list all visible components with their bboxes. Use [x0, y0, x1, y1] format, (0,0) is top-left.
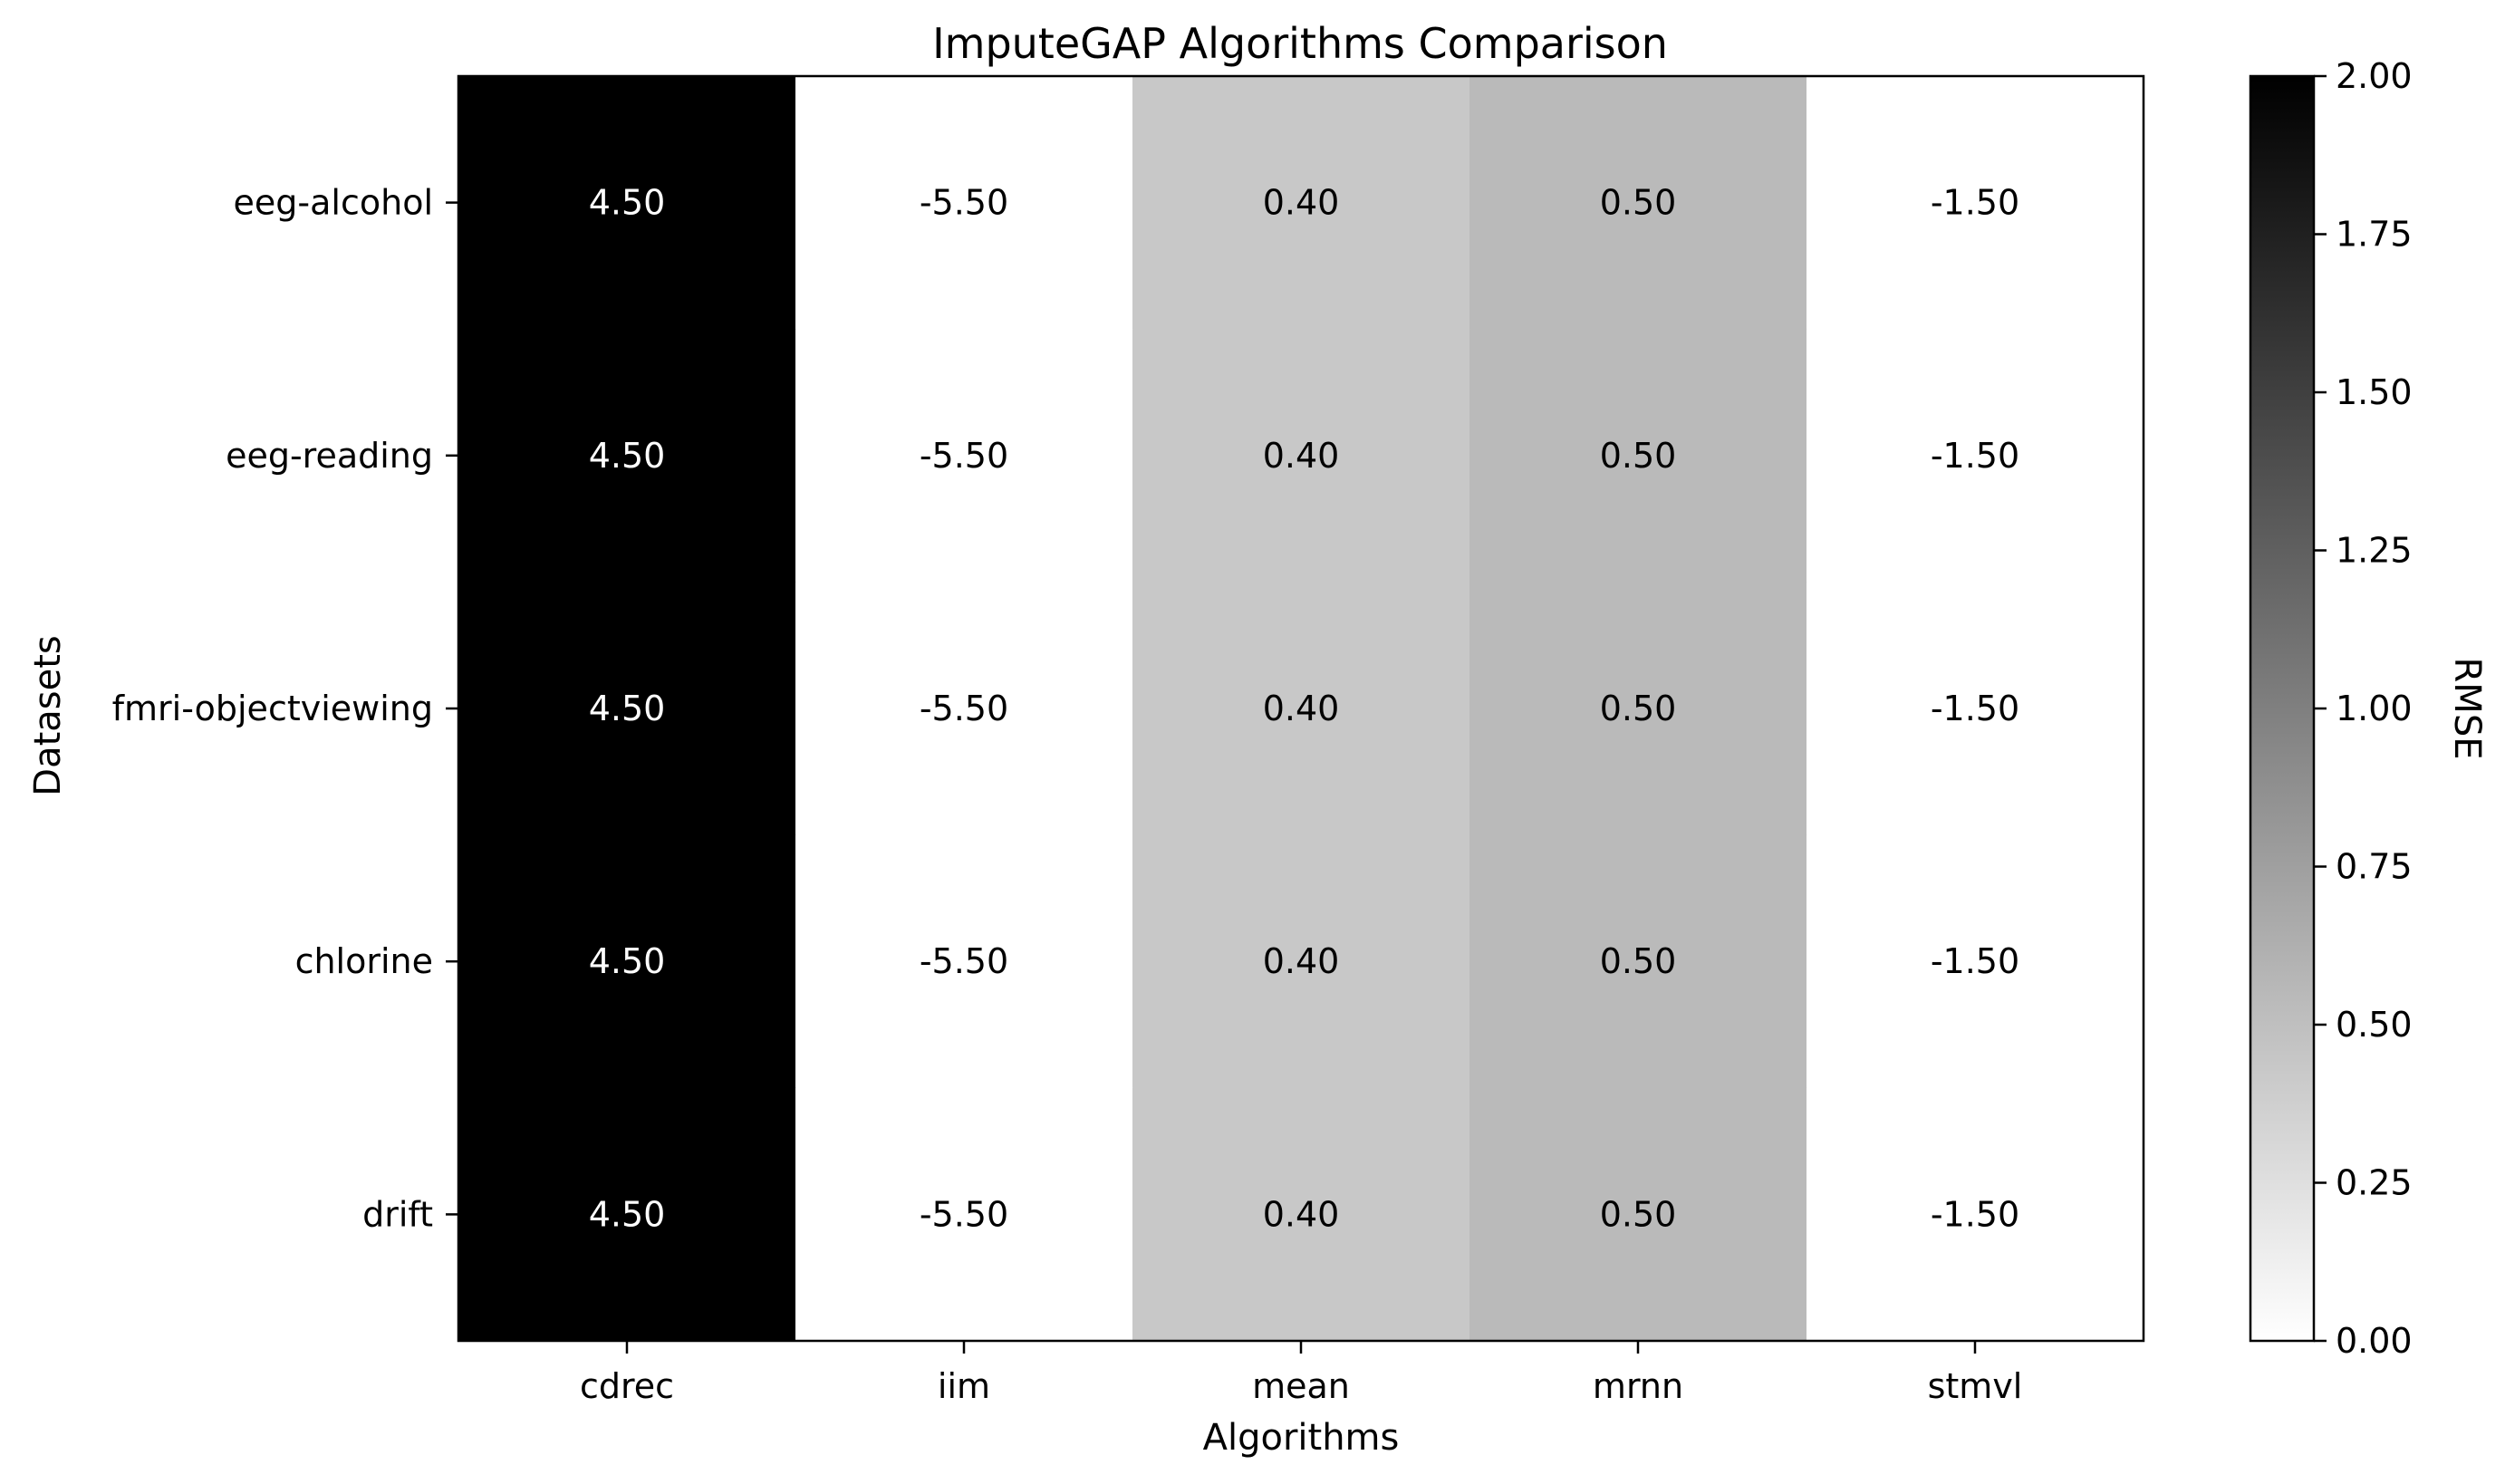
- x-tick-label: mean: [1252, 1366, 1350, 1406]
- x-tick-label: iim: [938, 1366, 990, 1406]
- heatmap-cell-value: -5.50: [920, 689, 1008, 728]
- heatmap-cell-value: -5.50: [920, 1194, 1008, 1234]
- colorbar-ticks: 0.00 0.25 0.50 0.75 1.00 1.25 1.50 1.75 2.00: [2314, 56, 2413, 1361]
- colorbar-tick-label: 1.75: [2336, 215, 2413, 255]
- colorbar-tick-label: 0.50: [2336, 1005, 2413, 1045]
- heatmap-cell: [795, 329, 1133, 583]
- heatmap-cell-value: 0.50: [1600, 689, 1677, 728]
- heatmap-cell: [795, 1087, 1133, 1342]
- heatmap-cell-value: 0.40: [1263, 689, 1340, 728]
- heatmap-cell-value: 4.50: [589, 689, 666, 728]
- colorbar: [2249, 74, 2316, 1343]
- heatmap-cell: [1806, 1087, 2144, 1342]
- heatmap-cell-value: 0.50: [1600, 183, 1677, 223]
- heatmap-cell-value: -1.50: [1931, 941, 2019, 981]
- colorbar-tick-label: 0.25: [2336, 1163, 2413, 1203]
- y-tick-label: drift: [362, 1194, 433, 1234]
- y-tick-label: eeg-reading: [226, 436, 433, 476]
- colorbar-tick-label: 1.25: [2336, 531, 2413, 571]
- heatmap-cell: [1469, 834, 1807, 1089]
- heatmap-cell-value: -1.50: [1931, 1194, 2019, 1234]
- heatmap-cell-value: 0.50: [1600, 1194, 1677, 1234]
- heatmap-cell-value: 0.50: [1600, 941, 1677, 981]
- heatmap-cell-value: 0.50: [1600, 436, 1677, 476]
- heatmap-cell: [1469, 582, 1807, 836]
- heatmap-cell-labels: 4.50 -5.50 0.40 0.50 -1.50 4.50 -5.50 0.40 0.50 -…: [589, 183, 2019, 1235]
- heatmap-cell-value: 4.50: [589, 941, 666, 981]
- heatmap-cell-value: 4.50: [589, 1194, 666, 1234]
- y-tick-label: eeg-alcohol: [234, 183, 433, 223]
- y-tick-label: fmri-objectviewing: [112, 689, 433, 728]
- heatmap-cell-value: -5.50: [920, 436, 1008, 476]
- heatmap-cell-value: 4.50: [589, 183, 666, 223]
- heatmap-cell-value: -1.50: [1931, 689, 2019, 728]
- heatmap-cells: [458, 76, 2144, 1342]
- x-axis-label: Algorithms: [1203, 1417, 1400, 1459]
- x-tick-label: cdrec: [580, 1366, 674, 1406]
- heatmap-cell: [1469, 329, 1807, 583]
- heatmap-cell: [1469, 1087, 1807, 1342]
- heatmap-cell: [1806, 329, 2144, 583]
- heatmap-cell: [795, 834, 1133, 1089]
- heatmap-cell: [458, 1087, 796, 1342]
- colorbar-tick-label: 1.00: [2336, 689, 2413, 728]
- heatmap-cell: [795, 582, 1133, 836]
- heatmap-cell: [1132, 1087, 1470, 1342]
- y-tick-label: chlorine: [295, 941, 433, 981]
- heatmap-cell-value: 4.50: [589, 436, 666, 476]
- heatmap-cell-value: -1.50: [1931, 183, 2019, 223]
- heatmap-cell: [458, 76, 796, 330]
- heatmap-cell-value: 0.40: [1263, 1194, 1340, 1234]
- heatmap-cell: [1469, 76, 1807, 330]
- heatmap-cell: [1806, 834, 2144, 1089]
- heatmap-cell: [1132, 582, 1470, 836]
- heatmap-cell-value: 0.40: [1263, 436, 1340, 476]
- heatmap-cell: [458, 582, 796, 836]
- colorbar-tick-label: 2.00: [2336, 56, 2413, 96]
- colorbar-tick-label: 0.75: [2336, 847, 2413, 887]
- colorbar-tick-label: 0.00: [2336, 1321, 2413, 1361]
- heatmap-cell: [1132, 76, 1470, 330]
- heatmap-cell: [1806, 582, 2144, 836]
- y-axis-label: Datasets: [27, 635, 69, 795]
- heatmap-cell-value: -5.50: [920, 183, 1008, 223]
- y-axis-ticks: eeg-alcohol eeg-reading fmri-objectviewing…: [112, 183, 458, 1234]
- heatmap-cell: [458, 329, 796, 583]
- x-tick-label: stmvl: [1928, 1366, 2023, 1406]
- colorbar-tick-label: 1.50: [2336, 372, 2413, 412]
- heatmap-cell-value: -1.50: [1931, 436, 2019, 476]
- heatmap-cell-value: 0.40: [1263, 183, 1340, 223]
- heatmap-cell-value: -5.50: [920, 941, 1008, 981]
- x-tick-label: mrnn: [1593, 1366, 1683, 1406]
- heatmap-cell: [1132, 834, 1470, 1089]
- heatmap-cell: [795, 76, 1133, 330]
- heatmap-cell: [458, 834, 796, 1089]
- heatmap-cell-value: 0.40: [1263, 941, 1340, 981]
- heatmap-cell: [1132, 329, 1470, 583]
- x-axis-ticks: cdrec iim mean mrnn stmvl: [580, 1341, 2022, 1406]
- chart-title: ImputeGAP Algorithms Comparison: [932, 19, 1668, 68]
- heatmap-cell: [1806, 76, 2144, 330]
- colorbar-label: RMSE: [2446, 658, 2488, 760]
